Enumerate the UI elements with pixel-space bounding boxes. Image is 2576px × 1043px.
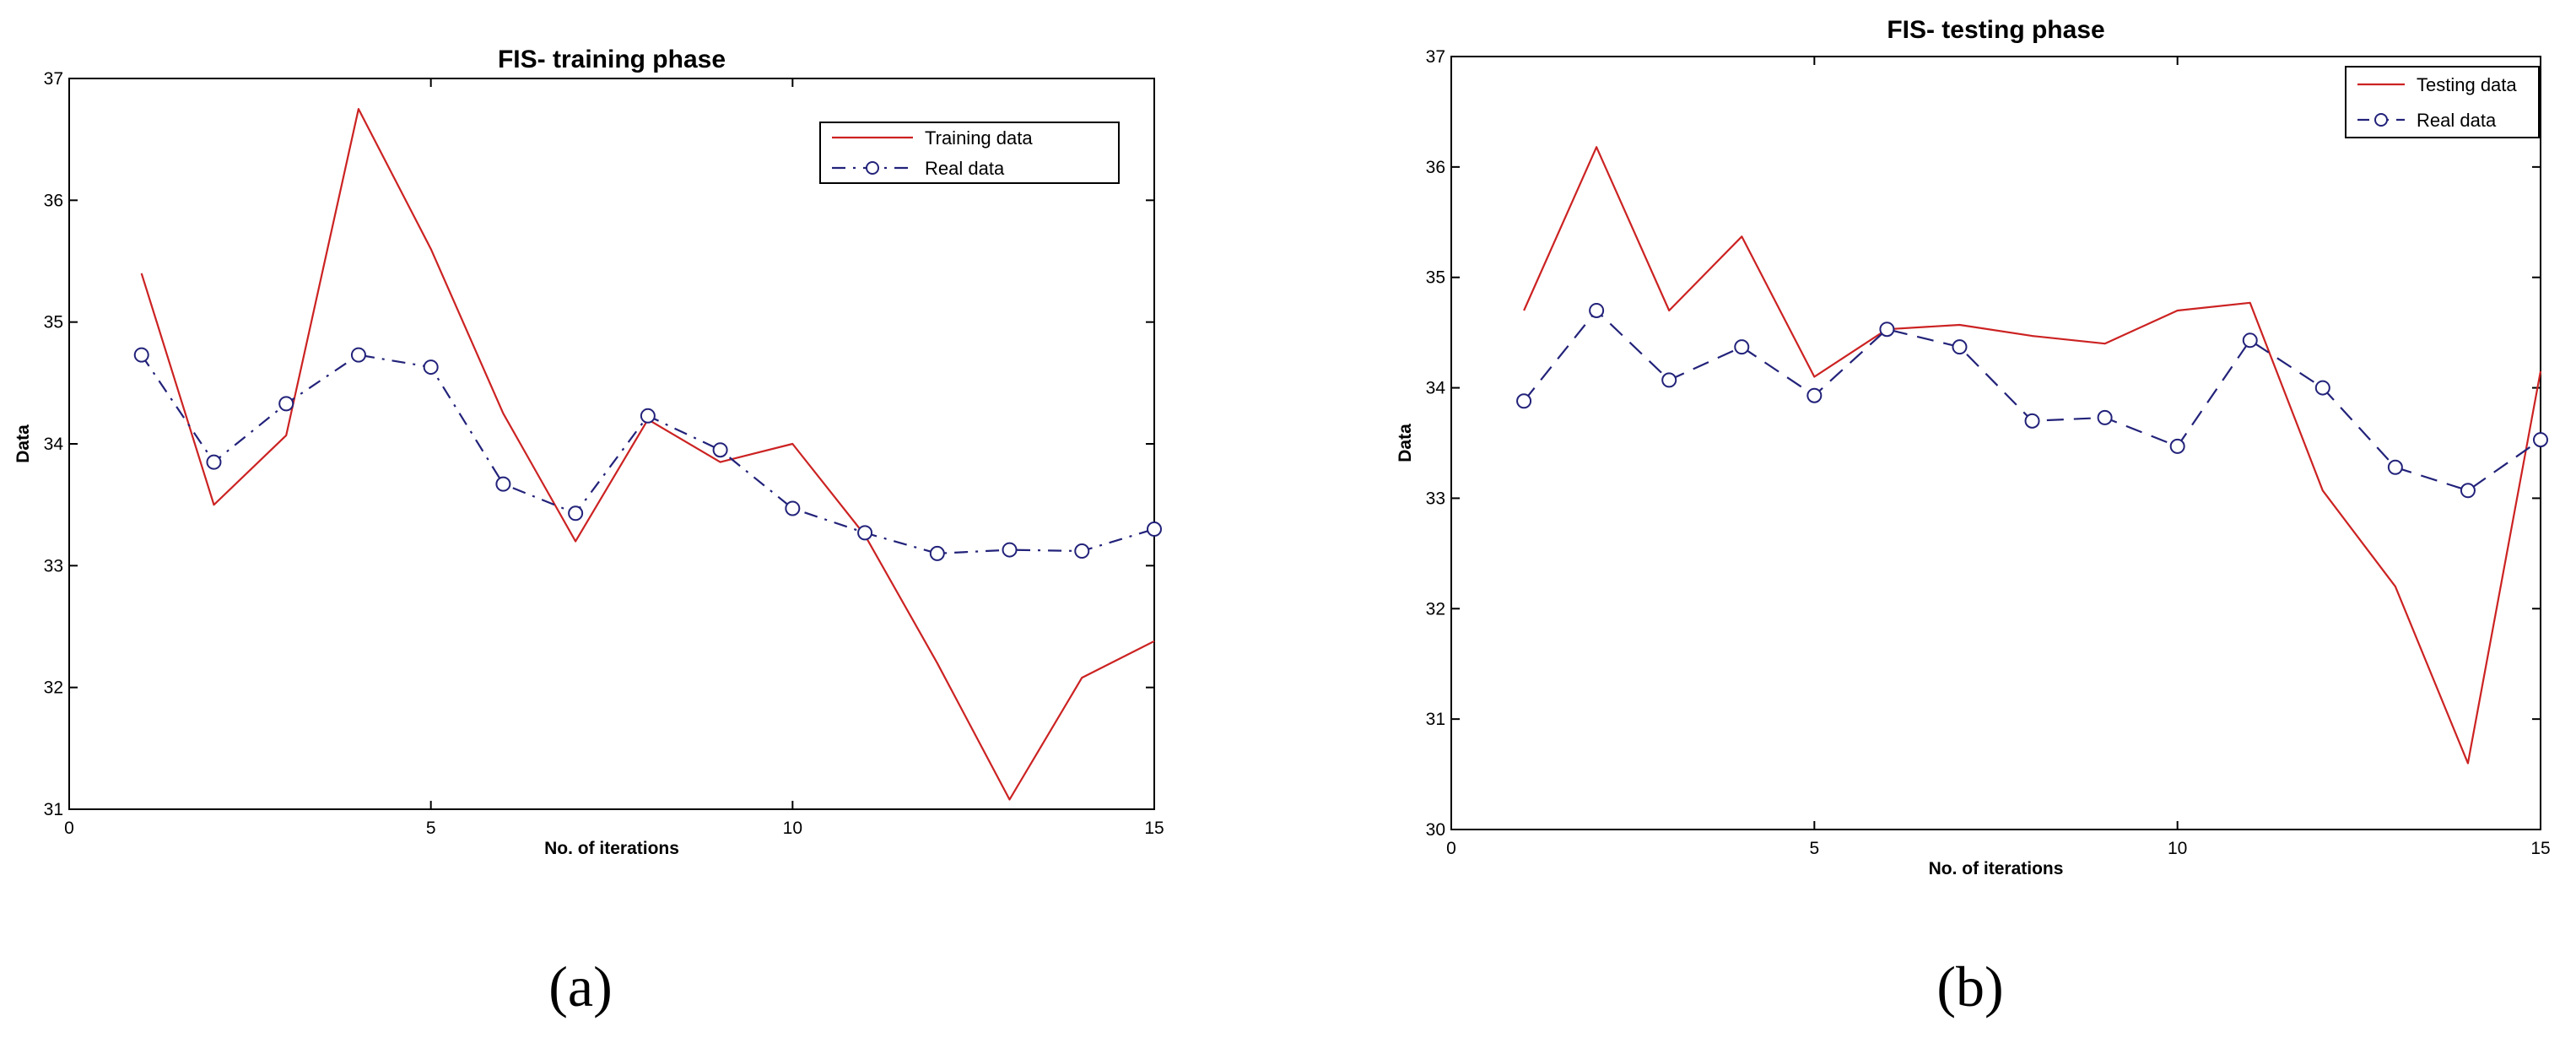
real-data-point bbox=[1074, 543, 1090, 559]
real-data-point bbox=[2097, 409, 2113, 425]
real-data-point bbox=[2242, 332, 2258, 349]
real-data-point bbox=[206, 454, 222, 470]
plot-frame bbox=[1450, 56, 2541, 830]
legend-entry-label: Training data bbox=[925, 127, 1033, 149]
real-data-point bbox=[1952, 339, 1968, 355]
real-data-point bbox=[640, 408, 656, 424]
real-data-point bbox=[2387, 459, 2403, 475]
x-tick-label: 5 bbox=[1809, 839, 1819, 858]
x-axis-label: No. of iterations bbox=[544, 839, 679, 858]
chart-title: FIS- testing phase bbox=[1887, 16, 2104, 44]
y-tick-label: 32 bbox=[44, 678, 63, 698]
y-tick-label: 37 bbox=[1426, 47, 1445, 67]
real-data-point bbox=[278, 396, 294, 412]
legend-entry-label: Real data bbox=[925, 158, 1005, 179]
y-tick-label: 30 bbox=[1426, 820, 1445, 840]
panel-a-caption: (a) bbox=[548, 954, 612, 1019]
y-tick-label: 35 bbox=[1426, 268, 1445, 288]
real-data-point bbox=[1734, 339, 1750, 355]
x-tick-label: 15 bbox=[2530, 839, 2550, 858]
real-data-point bbox=[1589, 302, 1605, 318]
real-data-point bbox=[2314, 380, 2330, 396]
x-axis-label: No. of iterations bbox=[1929, 859, 2064, 878]
y-tick-label: 34 bbox=[1426, 379, 1446, 398]
real-data-point bbox=[785, 500, 801, 516]
chart-panel-b: FIS- testing phase No. of iterations Data 0… bbox=[1396, 16, 2551, 878]
x-tick-label: 15 bbox=[1144, 819, 1164, 838]
y-tick-label: 36 bbox=[44, 191, 63, 210]
real-data-point bbox=[350, 347, 366, 363]
y-tick-label: 32 bbox=[1426, 599, 1445, 619]
real-data-point bbox=[857, 525, 873, 541]
x-tick-label: 0 bbox=[1446, 839, 1456, 858]
plot-frame bbox=[68, 78, 1155, 810]
testing-data-line bbox=[1523, 146, 2542, 765]
y-tick-label: 33 bbox=[44, 556, 63, 576]
y-tick-label: 31 bbox=[44, 800, 63, 819]
chart-panel-a: FIS- training phase No. of iterations Data… bbox=[14, 46, 1164, 858]
real-data-point bbox=[1661, 372, 1677, 388]
real-data-point bbox=[1806, 387, 1823, 403]
real-data-point bbox=[133, 347, 149, 363]
real-data-point bbox=[2169, 438, 2185, 454]
real-data-point bbox=[1516, 393, 1532, 409]
real-data-point bbox=[2024, 413, 2040, 429]
y-tick-label: 36 bbox=[1426, 158, 1445, 177]
y-tick-label: 31 bbox=[1426, 710, 1445, 729]
x-tick-label: 5 bbox=[426, 819, 436, 838]
real-data-point bbox=[568, 505, 584, 522]
x-tick-label: 0 bbox=[64, 819, 74, 838]
real-data-point bbox=[495, 476, 511, 492]
x-tick-label: 10 bbox=[2168, 839, 2187, 858]
real-data-point bbox=[712, 442, 728, 458]
real-data-point bbox=[423, 359, 439, 376]
real-data-point bbox=[2460, 483, 2476, 499]
y-tick-label: 37 bbox=[44, 69, 63, 89]
y-axis-label: Data bbox=[14, 424, 33, 463]
y-tick-label: 33 bbox=[1426, 489, 1445, 508]
y-axis-label: Data bbox=[1396, 424, 1415, 462]
legend-entry-label: Testing data bbox=[2417, 74, 2517, 95]
real-data-point bbox=[1147, 522, 1162, 538]
real-data-point bbox=[929, 545, 945, 561]
panel-b-caption: (b) bbox=[1936, 954, 2003, 1019]
legend-swatch-marker bbox=[866, 161, 879, 175]
real-data-point bbox=[2533, 432, 2548, 448]
chart-title: FIS- training phase bbox=[498, 46, 726, 73]
legend-entry-label: Real data bbox=[2417, 110, 2497, 131]
y-tick-label: 34 bbox=[44, 435, 64, 454]
x-tick-label: 10 bbox=[783, 819, 802, 838]
y-tick-label: 35 bbox=[44, 313, 63, 332]
real-data-point bbox=[1002, 542, 1018, 558]
real-data-point bbox=[1879, 322, 1895, 338]
legend-swatch-marker bbox=[2374, 113, 2388, 127]
